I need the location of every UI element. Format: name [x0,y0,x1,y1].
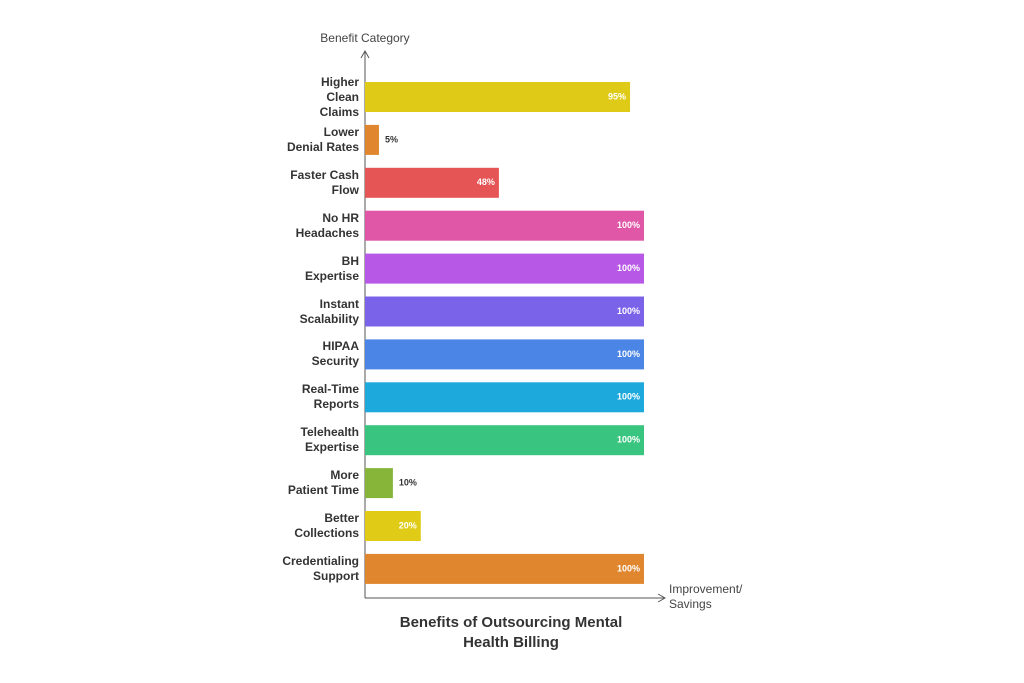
category-label: Higher Clean Claims [319,74,359,119]
y-axis-title: Benefit Category [320,31,410,45]
category-label: Real-Time Reports [301,382,359,412]
category-label: HIPAA Security [311,339,359,369]
x-axis-arrow [657,593,667,603]
value-label: 48% [477,177,495,187]
bar [365,167,499,198]
category-label: Credentialing Support [282,553,359,583]
bar [365,339,644,370]
value-label: 100% [617,263,640,273]
y-axis-arrow [360,49,370,59]
category-label: BH Expertise [304,253,359,283]
category-label: Faster Cash Flow [290,167,359,197]
bar [365,296,644,327]
value-label: 100% [617,563,640,573]
value-label: 100% [617,435,640,445]
value-label: 20% [399,520,417,530]
value-label: 10% [399,477,417,487]
category-label: No HR Headaches [295,210,359,240]
value-label: 5% [385,134,398,144]
x-axis-title: Improvement/Savings [669,582,743,611]
bar [365,82,631,112]
chart-title: Benefits of Outsourcing Mental Health Bi… [399,614,623,651]
category-label: Lower Denial Rates [286,124,359,154]
value-label: 100% [617,306,640,316]
value-label: 100% [617,392,640,402]
category-label: Telehealth Expertise [300,425,359,455]
bar [365,382,644,413]
category-label: More Patient Time [287,468,359,498]
bar [365,425,644,456]
bar [365,253,644,284]
bar [365,511,421,541]
bar [365,210,644,241]
value-label: 100% [617,349,640,359]
bar [365,468,393,499]
category-label: Instant Scalability [299,296,359,326]
bar [365,553,644,584]
bar [365,124,379,155]
category-label: Better Collections [294,511,359,540]
value-label: 95% [608,91,626,101]
value-label: 100% [617,220,640,230]
